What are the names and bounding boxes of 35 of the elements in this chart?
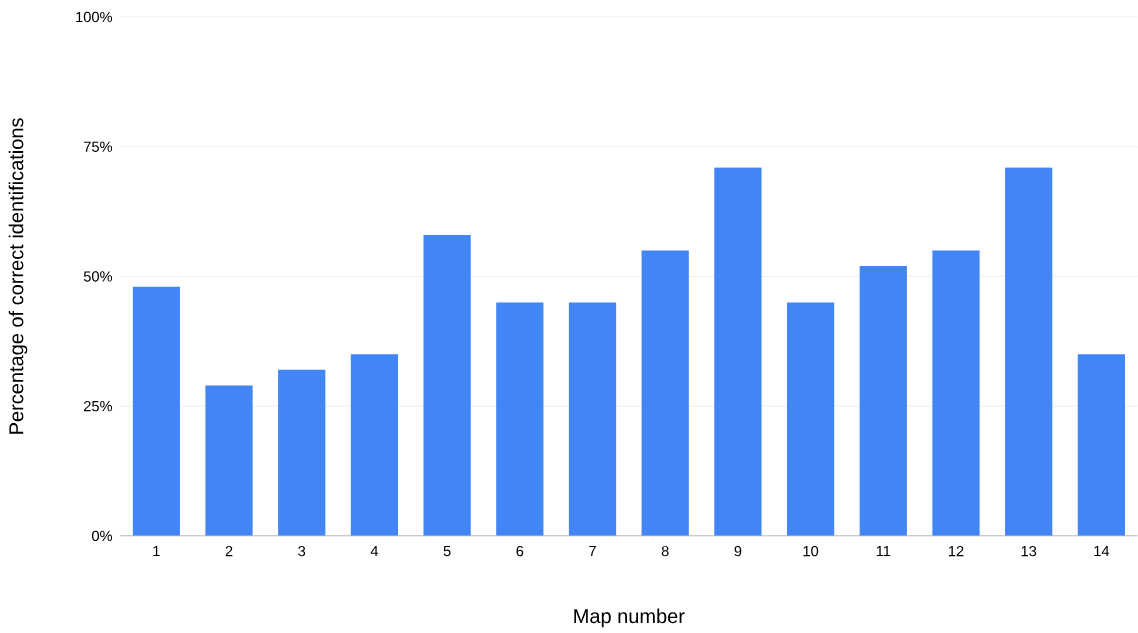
x-tick-label: 14: [1094, 546, 1110, 557]
x-tick-label: 4: [370, 546, 379, 557]
y-axis-title: Percentage of correct identifications: [8, 118, 28, 434]
y-tick-label: 0%: [91, 530, 113, 542]
x-tick-label: 2: [225, 546, 233, 557]
x-tick-label: 5: [443, 546, 451, 557]
bar: [568, 302, 617, 536]
x-tick-label: 8: [661, 546, 669, 557]
bar: [278, 369, 326, 536]
x-tick-label: 1: [153, 546, 160, 557]
y-tick-label: 25%: [83, 401, 113, 412]
bar: [350, 354, 399, 536]
bar: [714, 167, 762, 536]
x-tick-label: 3: [298, 546, 306, 557]
x-tick-label: 13: [1021, 546, 1037, 557]
bar: [496, 302, 544, 536]
x-tick-label: 6: [516, 546, 524, 557]
x-tick-label: 7: [589, 546, 596, 557]
y-tick-label: 50%: [83, 271, 113, 282]
bar: [641, 250, 689, 536]
bar: [859, 266, 907, 536]
y-tick-label: 100%: [76, 11, 113, 23]
bar: [1005, 167, 1053, 536]
x-axis-title: Map number: [574, 608, 685, 628]
x-tick-label: 11: [876, 546, 891, 557]
bar: [132, 286, 180, 536]
bar: [205, 385, 253, 536]
bar: [786, 302, 835, 536]
x-tick-label: 12: [948, 546, 964, 557]
x-tick-label: 9: [734, 546, 742, 557]
bar: [1077, 354, 1126, 536]
bar: [932, 250, 980, 536]
x-tick-label: 10: [803, 546, 819, 557]
bar: [423, 235, 471, 536]
y-tick-label: 75%: [84, 141, 113, 152]
